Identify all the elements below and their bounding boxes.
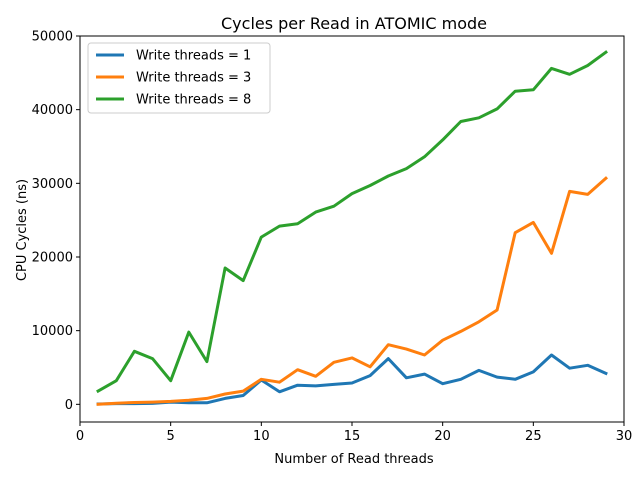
y-tick-label: 40000 bbox=[32, 103, 73, 118]
legend-box bbox=[87, 42, 271, 114]
y-tick-label: 50000 bbox=[32, 30, 73, 45]
chart-title: Cycles per Read in ATOMIC mode bbox=[221, 14, 487, 33]
series-line-3 bbox=[96, 50, 608, 394]
x-tick-label: 10 bbox=[253, 429, 270, 444]
axes-layer: 0 5 10 15 20 25 30 0 10000 20000 30000 40000 50000 bbox=[32, 30, 633, 445]
y-tick-label: 10000 bbox=[32, 324, 73, 339]
y-axis-label: CPU Cycles (ns) bbox=[15, 179, 30, 281]
x-tick-label: 20 bbox=[434, 429, 451, 444]
x-tick-label: 15 bbox=[344, 429, 361, 444]
x-tick-label: 5 bbox=[167, 429, 175, 444]
y-tick-label: 0 bbox=[65, 398, 73, 413]
y-tick-label: 20000 bbox=[32, 250, 73, 265]
x-tick-label: 30 bbox=[616, 429, 633, 444]
series-layer bbox=[96, 50, 609, 406]
x-axis-label: Number of Read threads bbox=[274, 452, 433, 467]
series-line-1 bbox=[96, 353, 608, 406]
x-tick-label: 0 bbox=[76, 429, 84, 444]
legend-label-1: Write threads = 1 bbox=[136, 49, 251, 64]
legend: Write threads = 1 Write threads = 3 Write … bbox=[87, 42, 271, 114]
y-tick-label: 30000 bbox=[32, 177, 73, 192]
x-tick-label: 25 bbox=[525, 429, 542, 444]
series-line-2 bbox=[96, 176, 609, 406]
legend-label-2: Write threads = 3 bbox=[136, 71, 251, 86]
legend-label-3: Write threads = 8 bbox=[136, 93, 251, 108]
